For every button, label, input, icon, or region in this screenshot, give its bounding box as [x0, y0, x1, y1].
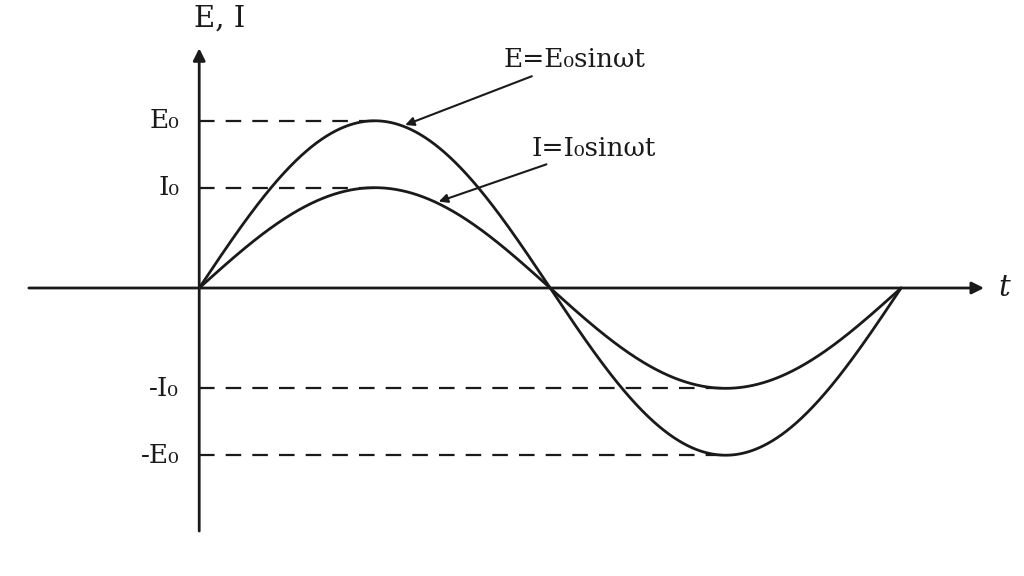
Text: t: t	[998, 274, 1010, 302]
Text: E₀: E₀	[150, 108, 179, 133]
Text: I₀: I₀	[158, 175, 179, 200]
Text: I=I₀sinωt: I=I₀sinωt	[441, 136, 655, 202]
Text: -E₀: -E₀	[140, 443, 179, 468]
Text: E, I: E, I	[194, 4, 245, 32]
Text: -I₀: -I₀	[150, 376, 179, 401]
Text: E=E₀sinωt: E=E₀sinωt	[408, 47, 645, 125]
